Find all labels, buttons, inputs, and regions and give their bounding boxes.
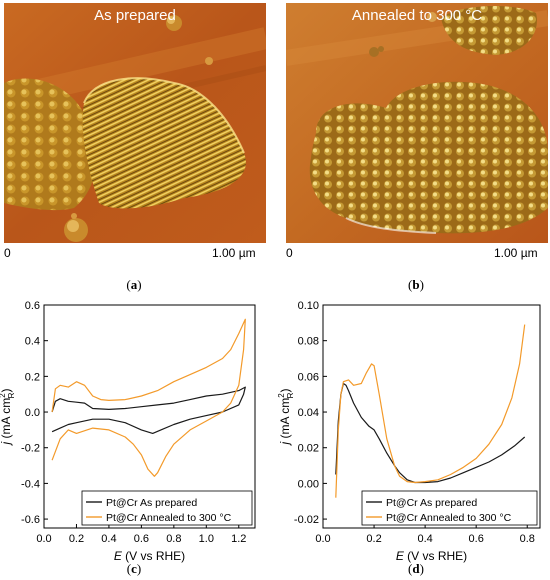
chart-cv-full: 0.0 0.2 0.4 0.6 0.8 1.0 1.2 0.6 0.4 0.2 0.0 -0.2 -0.…: [0, 300, 256, 563]
chart-cv-zoom: 0.0 0.2 0.4 0.6 0.8 0.10 0.08 0.06 0.04 0.02 0.00 -…: [277, 300, 541, 563]
x-tick-label: 0.8: [166, 533, 181, 545]
y-tick-label: -0.4: [21, 478, 40, 490]
afm-image-annealed: Annealed to 300 °C: [286, 3, 548, 243]
panel-label-a: (a): [126, 277, 142, 292]
afm-image-as-prepared: As prepared: [4, 3, 266, 243]
scale-start-a: 0: [4, 246, 11, 260]
legend: [361, 490, 538, 526]
x-tick-label: 1.2: [231, 533, 246, 545]
x-tick-label: 0.4: [101, 533, 116, 545]
x-tick-label: 1.0: [199, 533, 214, 545]
panel-label-d: (d): [408, 561, 424, 576]
legend-entry: Pt@Cr As prepared: [106, 497, 197, 509]
x-axis-label: E (V vs RHE): [114, 549, 185, 563]
y-tick-label: 0.06: [298, 371, 319, 383]
series-line-annealed: [51, 318, 246, 477]
afm-title-annealed: Annealed to 300 °C: [351, 7, 483, 24]
series-line-as-prepared: [51, 386, 246, 434]
y-axis-label: j (mA cm2R): [0, 389, 16, 447]
y-tick-label: 0.2: [25, 371, 40, 383]
y-tick-label: -0.2: [21, 443, 40, 455]
y-tick-label: 0.00: [298, 478, 319, 490]
legend-entry: Pt@Cr Annealed to 300 °C: [106, 512, 232, 524]
plot-frame: [322, 304, 541, 529]
y-tick-label: 0.0: [25, 407, 40, 419]
y-tick-label: 0.08: [298, 336, 319, 348]
y-tick-label: 0.10: [298, 300, 319, 312]
series-line-annealed: [335, 324, 526, 498]
scale-end-a: 1.00 µm: [212, 246, 256, 260]
y-axis-label: j (mA cm2R): [277, 389, 295, 447]
y-tick-label: 0.02: [298, 443, 319, 455]
y-tick-label: 0.6: [25, 300, 40, 312]
scale-end-b: 1.00 µm: [494, 246, 538, 260]
y-tick-label: -0.6: [21, 514, 40, 526]
x-tick-label: 0.0: [315, 533, 330, 545]
y-tick-label: 0.4: [25, 336, 40, 348]
legend: [81, 490, 253, 526]
panel-label-b: (b): [408, 277, 424, 292]
x-tick-label: 0.0: [36, 533, 51, 545]
afm-title-as-prepared: As prepared: [94, 7, 176, 24]
y-tick-label: -0.02: [294, 514, 319, 526]
x-tick-label: 0.8: [520, 533, 535, 545]
x-tick-label: 0.6: [469, 533, 484, 545]
x-tick-label: 0.4: [417, 533, 432, 545]
legend-entry: Pt@Cr Annealed to 300 °C: [386, 512, 512, 524]
x-tick-label: 0.2: [366, 533, 381, 545]
y-tick-label: 0.04: [298, 407, 319, 419]
plot-frame: [43, 304, 256, 529]
scale-start-b: 0: [286, 246, 293, 260]
x-axis-label: E (V vs RHE): [396, 549, 467, 563]
x-tick-label: 0.2: [69, 533, 84, 545]
x-tick-label: 0.6: [134, 533, 149, 545]
panel-label-c: (c): [126, 561, 142, 576]
legend-entry: Pt@Cr As prepared: [386, 497, 477, 509]
